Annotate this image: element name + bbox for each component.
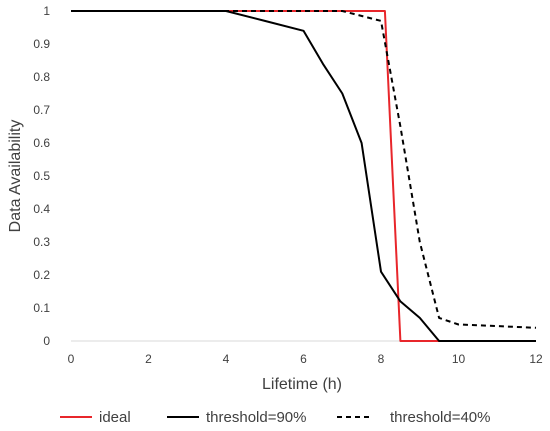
y-axis-title: Data Availability <box>7 120 24 233</box>
x-axis-ticks: 0 2 4 6 8 10 12 <box>68 352 543 366</box>
y-tick-label: 0.6 <box>33 136 50 150</box>
legend-label-3: threshold=40% <box>390 409 491 426</box>
y-tick-label: 0.4 <box>33 202 50 216</box>
legend: ideal threshold=90% threshold=40% <box>60 409 491 426</box>
y-tick-label: 0.3 <box>33 235 50 249</box>
series-line-2 <box>71 10 536 342</box>
x-tick-label: 0 <box>68 352 75 366</box>
y-axis-ticks: 0 0.1 0.2 0.3 0.4 0.5 0.6 0.7 0.8 0.9 1 <box>33 4 50 348</box>
y-tick-label: 0.1 <box>33 301 50 315</box>
x-tick-label: 8 <box>378 352 385 366</box>
y-tick-label: 1 <box>43 4 50 18</box>
y-tick-label: 0.8 <box>33 70 50 84</box>
x-axis-title: Lifetime (h) <box>262 376 342 393</box>
series-line-1 <box>71 10 536 342</box>
y-tick-label: 0.9 <box>33 37 50 51</box>
legend-label-2: threshold=90% <box>206 409 307 426</box>
y-tick-label: 0.7 <box>33 103 50 117</box>
y-tick-label: 0 <box>43 334 50 348</box>
series-line-3 <box>71 10 537 329</box>
x-tick-label: 4 <box>223 352 230 366</box>
x-tick-label: 10 <box>452 352 466 366</box>
x-tick-label: 2 <box>145 352 152 366</box>
x-tick-label: 6 <box>300 352 307 366</box>
y-tick-label: 0.5 <box>33 169 50 183</box>
y-tick-label: 0.2 <box>33 268 50 282</box>
legend-label-1: ideal <box>99 409 131 426</box>
series-lines <box>71 10 537 342</box>
x-tick-label: 12 <box>529 352 543 366</box>
